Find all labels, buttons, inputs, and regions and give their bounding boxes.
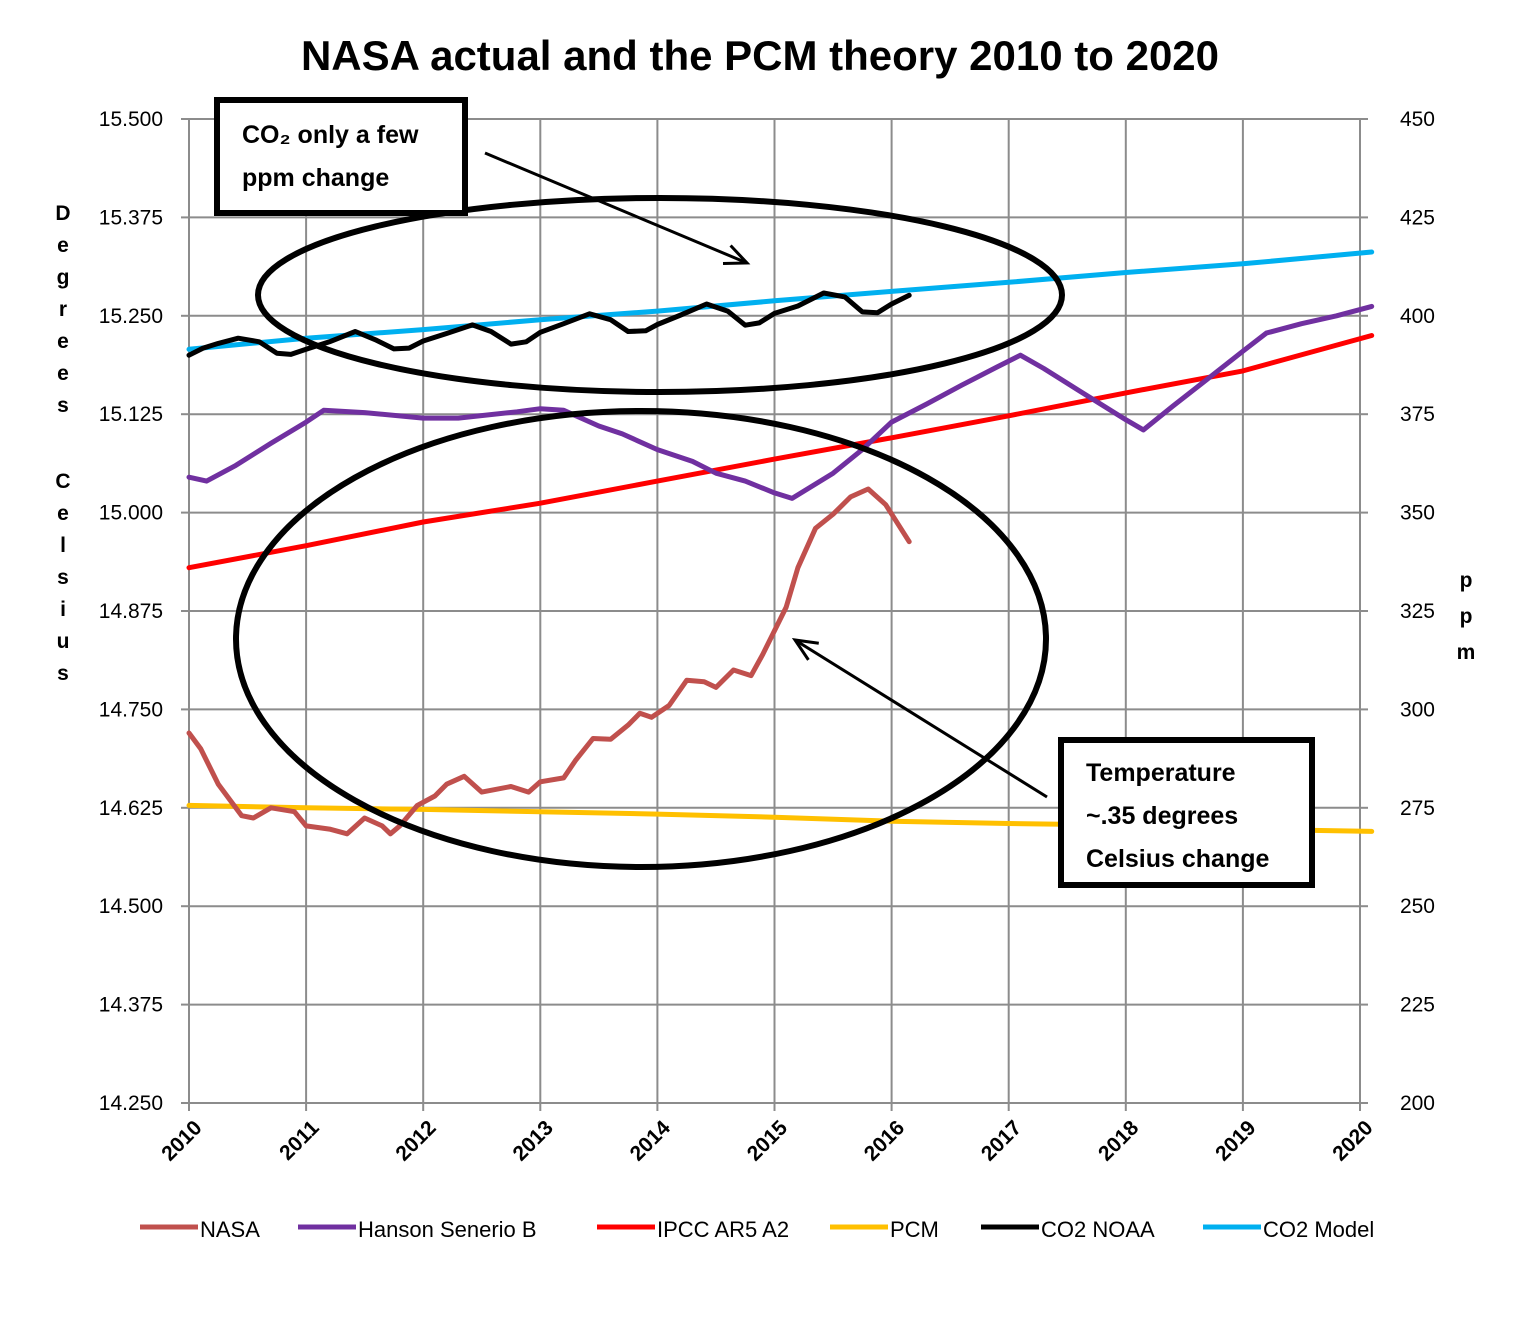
- legend-label-co2-model: CO2 Model: [1263, 1217, 1374, 1242]
- y-tick-label: 15.375: [99, 206, 163, 229]
- y2-tick-label: 325: [1400, 600, 1435, 623]
- annotations: CO₂ only a few ppm change Temperature ~.35 …: [214, 97, 1315, 888]
- y-axis-label-letter: r: [59, 298, 67, 321]
- y2-tick-label: 200: [1400, 1092, 1435, 1115]
- co2-annotation-arrow: [484, 151, 748, 265]
- legend-label-pcm: PCM: [890, 1217, 939, 1242]
- temperature-annotation-arrow-head: [791, 638, 819, 661]
- y-axis-label-letter: s: [57, 394, 69, 417]
- y-axis-label-letter: g: [57, 266, 70, 289]
- y2-axis-label: ppm: [1457, 569, 1476, 664]
- y2-tick-label: 350: [1400, 502, 1435, 525]
- temperature-annotation-box: [1058, 737, 1315, 888]
- y-tick-label: 15.000: [99, 502, 163, 525]
- y-axis-label-letter: u: [57, 630, 70, 653]
- y-tick-label: 15.500: [99, 108, 163, 131]
- temperature-annotation-text: ~.35 degrees: [1086, 802, 1238, 830]
- legend-label-hanson-senerio-b: Hanson Senerio B: [358, 1217, 537, 1242]
- y2-tick-label: 250: [1400, 895, 1435, 918]
- y-tick-label: 14.625: [99, 797, 163, 820]
- co2-highlight-ellipse: [255, 195, 1065, 395]
- co2-annotation-text: CO₂ only a few: [242, 121, 419, 149]
- y-axis-label-letter: C: [55, 470, 70, 493]
- series: [186, 249, 1375, 837]
- y2-axis-label-letter: p: [1460, 569, 1473, 592]
- temperature-annotation-text: Temperature: [1086, 759, 1236, 787]
- temperature-annotation-arrow: [794, 638, 1048, 799]
- series-line-hanson-senerio-b: [186, 303, 1375, 501]
- series-line-co2-noaa: [186, 290, 912, 358]
- y2-axis-label-letter: m: [1457, 641, 1476, 664]
- chart-title: NASA actual and the PCM theory 2010 to 2…: [301, 32, 1219, 79]
- y-axis-label-letter: l: [60, 534, 66, 557]
- y-axis-label-letter: e: [57, 330, 69, 353]
- y2-tick-label: 225: [1400, 994, 1435, 1017]
- y-axis-label-letter: e: [57, 234, 69, 257]
- y2-axis-label-letter: p: [1460, 605, 1473, 628]
- series-line-nasa: [186, 486, 912, 837]
- y-tick-label: 14.500: [99, 895, 163, 918]
- temperature-annotation-text: Celsius change: [1086, 845, 1269, 873]
- y-axis-label-letter: i: [60, 598, 66, 621]
- y-axis-label-letter: s: [57, 566, 69, 589]
- y-axis-label-letter: s: [57, 662, 69, 685]
- co2-annotation-arrow-head: [722, 244, 751, 266]
- co2-annotation-text: ppm change: [242, 164, 389, 192]
- y-tick-label: 15.250: [99, 305, 163, 328]
- y2-tick-label: 300: [1400, 698, 1435, 721]
- series-line-ipcc-ar5-a2: [186, 333, 1375, 571]
- temperature-highlight-ellipse: [233, 408, 1049, 870]
- y-axis-label-letter: D: [55, 202, 70, 225]
- y-tick-label: 14.875: [99, 600, 163, 623]
- y2-tick-label: 275: [1400, 797, 1435, 820]
- y2-tick-label: 425: [1400, 206, 1435, 229]
- y-tick-label: 14.375: [99, 994, 163, 1017]
- y-axis-label-letter: e: [57, 362, 69, 385]
- y-tick-label: 14.750: [99, 698, 163, 721]
- legend: NASA Hanson Senerio B IPCC AR5 A2 PCM CO2 NO…: [140, 1217, 1374, 1242]
- y-tick-label: 14.250: [99, 1092, 163, 1115]
- y2-tick-label: 375: [1400, 403, 1435, 426]
- y-tick-label: 15.125: [99, 403, 163, 426]
- series-line-co2-model: [186, 249, 1375, 352]
- y2-tick-label: 450: [1400, 108, 1435, 131]
- co2-annotation-box: [214, 97, 468, 216]
- legend-label-ipcc-ar5-a2: IPCC AR5 A2: [657, 1217, 789, 1242]
- y2-tick-label: 400: [1400, 305, 1435, 328]
- legend-label-co2-noaa: CO2 NOAA: [1041, 1217, 1155, 1242]
- legend-label-nasa: NASA: [200, 1217, 260, 1242]
- y-axis-label-letter: e: [57, 502, 69, 525]
